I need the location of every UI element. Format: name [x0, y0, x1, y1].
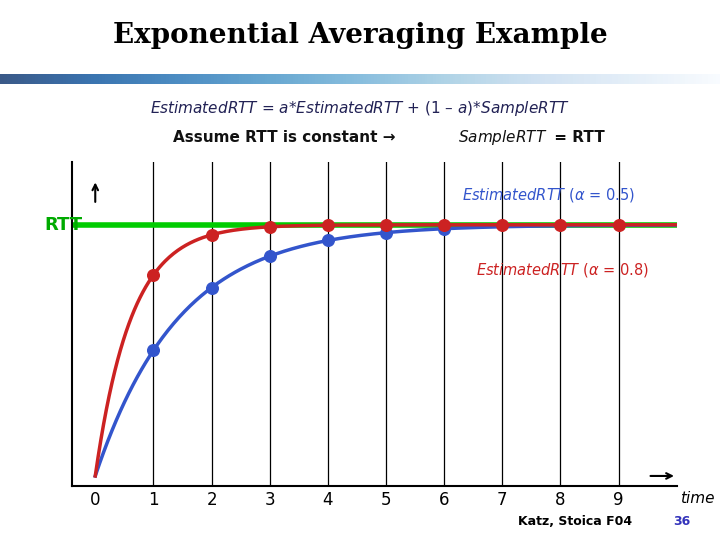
- Text: $\mathit{EstimatedRTT}$ = $\mathit{a}$*$\mathit{EstimatedRTT}$ + (1 – $\mathit{a: $\mathit{EstimatedRTT}$ = $\mathit{a}$*$…: [150, 98, 570, 118]
- Point: [264, 222, 276, 231]
- Point: [380, 220, 392, 229]
- Text: $\mathit{EstimatedRTT}$ ($\alpha$ = 0.8): $\mathit{EstimatedRTT}$ ($\alpha$ = 0.8): [476, 261, 649, 279]
- Text: 36: 36: [673, 515, 690, 528]
- Text: Assume RTT is constant →: Assume RTT is constant →: [173, 130, 400, 145]
- Point: [613, 220, 624, 229]
- Text: = RTT: = RTT: [549, 130, 604, 145]
- Point: [380, 228, 392, 237]
- Text: Exponential Averaging Example: Exponential Averaging Example: [112, 22, 608, 49]
- Point: [554, 220, 566, 229]
- Point: [322, 221, 333, 230]
- Point: [264, 252, 276, 260]
- Text: RTT: RTT: [44, 216, 82, 234]
- Point: [438, 220, 450, 229]
- Text: $\mathit{EstimatedRTT}$ ($\alpha$ = 0.5): $\mathit{EstimatedRTT}$ ($\alpha$ = 0.5): [462, 186, 635, 204]
- Text: Katz, Stoica F04: Katz, Stoica F04: [518, 515, 633, 528]
- Point: [322, 236, 333, 245]
- Point: [497, 220, 508, 229]
- Text: time: time: [680, 491, 714, 506]
- Point: [438, 225, 450, 233]
- Point: [206, 231, 217, 239]
- Text: $\mathit{SampleRTT}$: $\mathit{SampleRTT}$: [458, 128, 547, 147]
- Point: [148, 271, 159, 279]
- Point: [206, 284, 217, 292]
- Point: [148, 346, 159, 355]
